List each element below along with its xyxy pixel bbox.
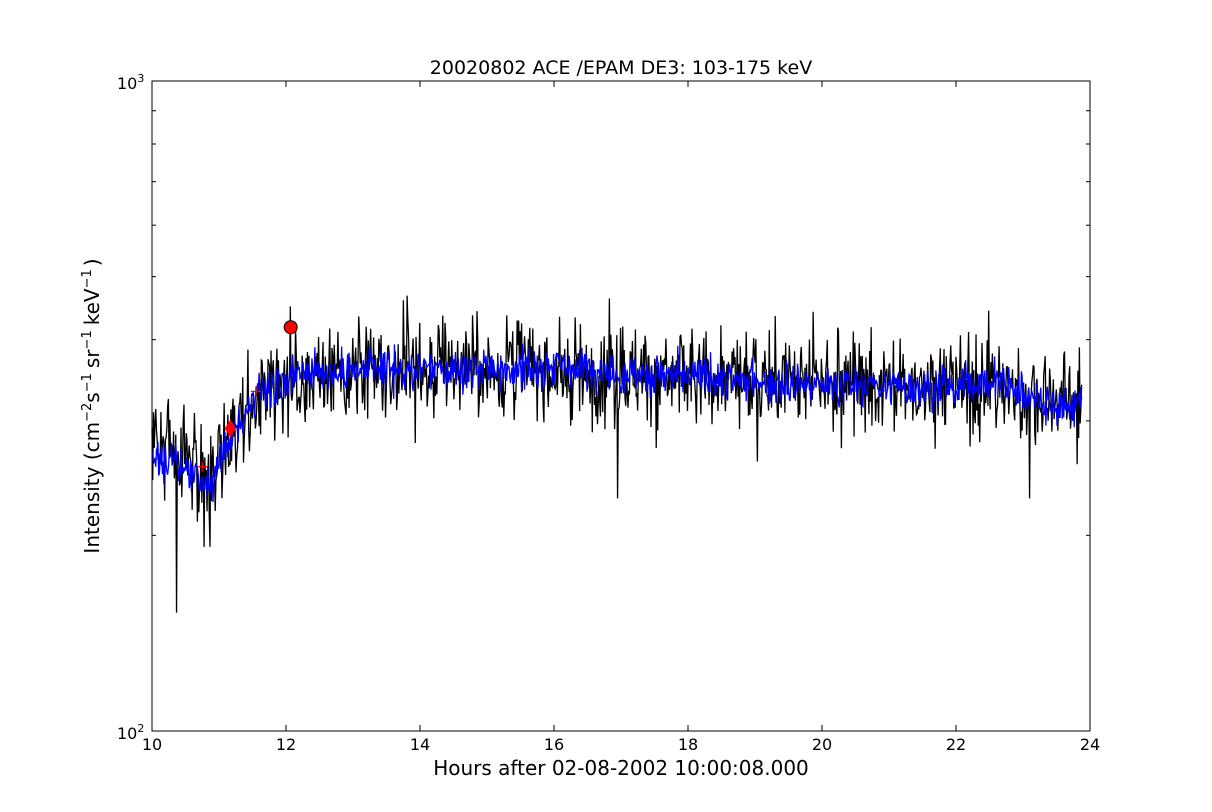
event-marker-layer [197,320,298,472]
chart-title: 20020802 ACE /EPAM DE3: 103-175 keV [430,57,812,79]
x-axis-label: Hours after 02-08-2002 10:00:08.000 [433,756,809,780]
y-axis-label: Intensity (cm−2s−1sr−1keV−1) [80,258,104,553]
x-tick-label: 12 [276,735,296,754]
y-tick-exponent: 2 [137,722,144,735]
x-axis-ticks: 10 12 14 16 18 20 22 24 [142,81,1100,754]
x-tick-label: 10 [142,735,162,754]
x-tick-label: 22 [946,735,966,754]
y-tick-base: 10 [117,724,137,743]
x-tick-label: 20 [812,735,832,754]
smoothed-intensity-line [151,343,1083,503]
raw-intensity-line [151,295,1083,613]
plus-marker [197,461,208,472]
plot-frame [151,80,1091,732]
raw-series-layer [151,295,1083,613]
svg-text:102: 102 [117,722,144,743]
y-tick-base: 10 [117,74,137,93]
y-tick-label-top: 103 [117,72,144,93]
y-axis-ticks [152,80,1090,732]
plot-area [151,295,1083,613]
x-tick-label: 14 [410,735,430,754]
x-tick-label: 18 [678,735,698,754]
circle-marker [283,320,298,335]
x-tick-label: 16 [544,735,564,754]
smoothed-series-layer [151,343,1083,503]
svg-text:103: 103 [117,72,144,93]
y-tick-exponent: 3 [137,72,144,85]
y-tick-label-bottom: 102 [117,722,144,743]
diamond-marker [224,419,236,438]
plus-marker [250,386,261,397]
x-tick-label: 24 [1080,735,1100,754]
